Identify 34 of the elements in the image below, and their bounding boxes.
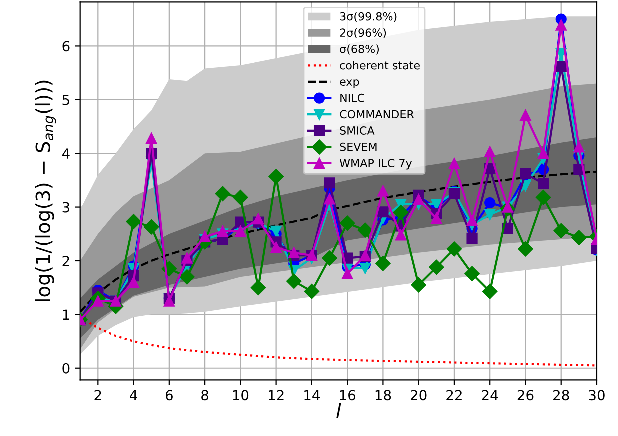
x-tick-label: 2 <box>94 390 102 400</box>
legend-label: 2σ(96%) <box>340 28 386 38</box>
x-tick-label: 28 <box>554 390 570 401</box>
legend-label: coherent state <box>340 61 420 70</box>
legend-label: WMAP ILC 7y <box>340 159 412 170</box>
x-tick-label: 20 <box>411 390 427 401</box>
x-tick-label: 18 <box>376 390 392 401</box>
y-tick-label: 5 <box>62 95 70 106</box>
x-tick-label: 12 <box>269 390 284 400</box>
x-tick-label: 10 <box>233 390 249 401</box>
legend-label: SEVEM <box>340 142 377 152</box>
x-tick-label: 14 <box>304 390 320 400</box>
x-tick-label: 30 <box>589 390 605 401</box>
y-tick-label: 3 <box>62 202 70 213</box>
y-tick-label: 2 <box>62 256 70 266</box>
legend-label: 3σ(99.8%) <box>340 12 397 22</box>
y-tick-label: 1 <box>63 310 70 320</box>
y-tick-label: 6 <box>62 41 70 52</box>
x-axis-title: l <box>336 403 342 418</box>
x-tick-label: 16 <box>340 390 356 401</box>
legend-label: NILC <box>340 94 364 102</box>
legend-label: SMICA <box>340 126 375 135</box>
y-tick-label: 4 <box>62 148 70 159</box>
legend-label: exp <box>340 80 360 88</box>
legend-label: COMMANDER <box>340 110 414 119</box>
x-tick-label: 22 <box>446 390 462 400</box>
y-axis-title: log(1/(log(3) − S$_{ang}$(l))) <box>35 80 56 302</box>
x-tick-label: 26 <box>518 390 534 401</box>
y-tick-label: 0 <box>62 363 70 374</box>
x-tick-label: 6 <box>166 390 173 401</box>
x-tick-label: 24 <box>482 390 498 400</box>
x-tick-label: 8 <box>202 390 209 401</box>
x-tick-label: 4 <box>130 390 138 400</box>
legend-label: σ(68%) <box>340 44 379 55</box>
